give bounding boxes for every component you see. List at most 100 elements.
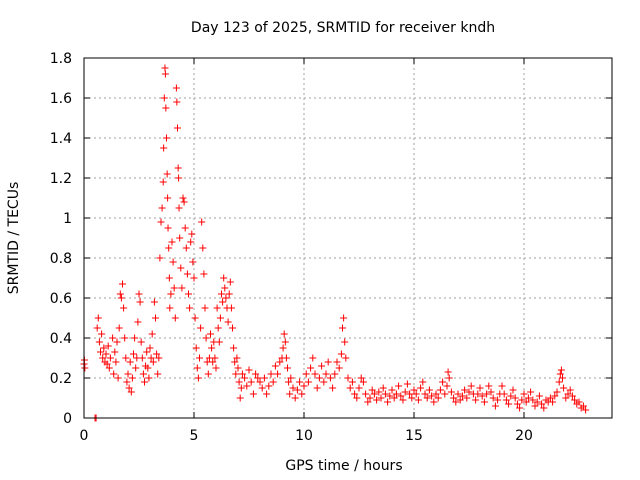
data-point — [160, 94, 168, 102]
data-point — [307, 364, 315, 372]
data-point — [480, 398, 488, 406]
data-point — [478, 392, 486, 400]
data-point — [516, 404, 524, 412]
data-point — [97, 348, 104, 356]
data-point — [176, 234, 184, 242]
data-point — [377, 394, 385, 402]
data-point — [505, 400, 513, 408]
data-point — [511, 394, 519, 402]
data-point — [375, 388, 383, 396]
data-point — [125, 384, 133, 392]
data-point — [160, 144, 168, 152]
data-point — [430, 398, 438, 406]
data-point — [221, 284, 229, 292]
data-point — [271, 362, 279, 370]
data-point — [157, 218, 165, 226]
y-tick-label: 0 — [63, 411, 72, 427]
data-point — [518, 396, 526, 404]
data-point — [392, 390, 400, 398]
data-point — [236, 394, 244, 402]
data-point — [254, 374, 262, 382]
data-point — [269, 378, 277, 386]
data-point — [241, 374, 249, 382]
data-point — [139, 370, 147, 378]
data-point — [163, 170, 171, 178]
data-point — [494, 396, 502, 404]
data-point — [147, 354, 155, 362]
data-point — [483, 390, 491, 398]
data-point — [527, 388, 535, 396]
y-tick-label: 0.4 — [50, 331, 72, 347]
data-point — [564, 390, 572, 398]
data-point — [575, 398, 583, 406]
data-point — [150, 298, 158, 306]
data-point — [98, 330, 106, 338]
data-point — [94, 314, 102, 322]
grid — [84, 58, 612, 418]
data-point — [115, 324, 123, 332]
data-point — [476, 384, 484, 392]
data-point — [568, 392, 576, 400]
data-point — [165, 244, 173, 252]
data-point — [540, 404, 548, 412]
data-point — [197, 324, 205, 332]
y-tick-label: 1.6 — [50, 91, 72, 107]
data-point — [178, 284, 186, 292]
x-tick-label: 0 — [80, 428, 89, 444]
data-point — [342, 354, 350, 362]
data-point — [341, 338, 349, 346]
data-point — [136, 298, 144, 306]
data-point — [562, 394, 570, 402]
data-point — [212, 364, 220, 372]
data-point — [258, 384, 266, 392]
data-point — [165, 274, 173, 282]
data-point — [214, 324, 222, 332]
data-point — [379, 384, 387, 392]
data-point — [359, 378, 367, 386]
data-point — [209, 358, 217, 366]
data-point — [200, 270, 208, 278]
data-point — [171, 314, 179, 322]
data-point — [243, 382, 251, 390]
data-point — [182, 244, 190, 252]
data-point — [121, 334, 129, 342]
data-point — [357, 374, 365, 382]
data-point — [95, 338, 103, 346]
data-point — [502, 396, 510, 404]
data-point — [167, 290, 175, 298]
data-point — [300, 382, 308, 390]
data-point — [284, 364, 291, 372]
data-point — [166, 304, 174, 312]
data-point — [463, 394, 471, 402]
data-point — [112, 358, 120, 366]
data-point — [169, 258, 177, 266]
data-point — [428, 392, 436, 400]
data-point — [571, 396, 579, 404]
data-point — [293, 386, 301, 394]
data-point — [566, 386, 574, 394]
data-point — [397, 392, 405, 400]
data-point — [263, 390, 271, 398]
data-point — [159, 178, 167, 186]
data-point — [395, 382, 403, 390]
data-point — [130, 350, 137, 358]
data-point — [414, 396, 422, 404]
data-point — [201, 304, 209, 312]
data-point — [222, 294, 230, 302]
data-point — [180, 198, 188, 206]
data-point — [152, 314, 159, 322]
data-point — [331, 370, 339, 378]
data-point — [538, 400, 546, 408]
data-point — [188, 230, 196, 238]
data-point — [267, 370, 275, 378]
data-point — [304, 378, 312, 386]
data-point — [137, 338, 145, 346]
data-point — [551, 392, 559, 400]
data-point — [386, 392, 394, 400]
data-point — [485, 382, 493, 390]
data-point — [249, 390, 257, 398]
data-point — [467, 382, 475, 390]
data-point — [99, 354, 107, 362]
data-point — [549, 398, 557, 406]
data-point — [163, 134, 170, 142]
